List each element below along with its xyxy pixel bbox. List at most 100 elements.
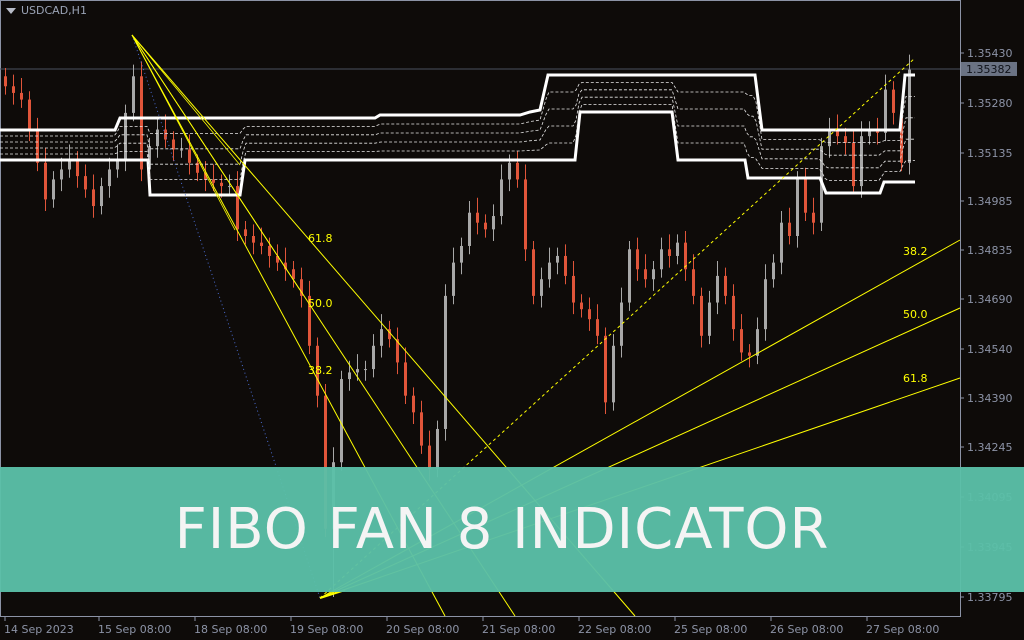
candle [908, 54, 911, 175]
y-axis-label: 1.35135 [967, 147, 1013, 160]
y-axis-label: 1.35280 [967, 97, 1013, 110]
candle [756, 317, 759, 365]
candle-body [828, 129, 831, 147]
candle-body [732, 295, 735, 330]
y-axis-label: 1.34985 [967, 195, 1013, 208]
candle-body [276, 255, 279, 263]
candle-body [268, 245, 271, 256]
candle [468, 201, 471, 255]
candle [564, 244, 567, 285]
candle-body [860, 136, 863, 187]
candle [492, 204, 495, 241]
candle-body [492, 216, 495, 230]
candle-body [556, 255, 559, 263]
candle-body [92, 189, 95, 207]
candle [156, 117, 159, 158]
candle [204, 161, 207, 192]
candle [44, 147, 47, 212]
candle [140, 61, 143, 182]
candle-body [612, 345, 615, 403]
candle [556, 247, 559, 275]
candle-body [892, 89, 895, 113]
candle-body [356, 369, 359, 373]
candle-body [788, 222, 791, 236]
candle-body [444, 295, 447, 429]
candle [772, 254, 775, 288]
candle-body [156, 129, 159, 147]
candle [852, 131, 855, 195]
candle [380, 314, 383, 358]
x-axis-label: 25 Sep 08:00 [674, 623, 747, 636]
candle [476, 197, 479, 235]
candle [460, 237, 463, 275]
candle [164, 114, 167, 148]
candle [452, 247, 455, 305]
candle-body [588, 309, 591, 320]
candle [828, 117, 831, 158]
candle-body [604, 335, 607, 403]
symbol-title[interactable]: USDCAD,H1 [6, 4, 87, 17]
dropdown-triangle-icon[interactable] [6, 7, 16, 14]
candle-body [540, 279, 543, 296]
candle [412, 387, 415, 424]
candle [292, 260, 295, 288]
candle-body [796, 179, 799, 236]
candle-body [228, 186, 231, 188]
candle [172, 131, 175, 162]
candle [660, 237, 663, 278]
candle [868, 121, 871, 145]
candle-body [436, 428, 439, 469]
x-axis-label: 22 Sep 08:00 [578, 623, 651, 636]
upper-band-line [0, 73, 915, 132]
candle [236, 171, 239, 241]
candle-body [452, 262, 455, 296]
candle-body [372, 345, 375, 370]
plot-frame [0, 0, 961, 617]
fibo-fan-line [131, 34, 301, 291]
candle-body [284, 262, 287, 270]
x-axis-label: 21 Sep 08:00 [482, 623, 555, 636]
candle-body [644, 269, 647, 280]
candle [388, 320, 391, 348]
candle-body [668, 249, 671, 256]
candle-body [396, 339, 399, 363]
candle-body [460, 245, 463, 263]
candle-body [324, 395, 327, 529]
candle-body [196, 162, 199, 173]
candle-body [180, 149, 183, 151]
candle [860, 121, 863, 198]
candle [420, 400, 423, 454]
candle [580, 294, 583, 318]
candle-body [844, 136, 847, 143]
candle [628, 240, 631, 311]
candle-body [412, 395, 415, 413]
candle [732, 284, 735, 341]
candle-body [212, 179, 215, 183]
candle [596, 304, 599, 345]
candle-body [204, 172, 207, 180]
candle-body [684, 242, 687, 270]
candle [76, 151, 79, 188]
candle-body [516, 162, 519, 180]
candle [444, 284, 447, 441]
candle-body [524, 179, 527, 250]
candle-body [868, 129, 871, 137]
candle-body [420, 412, 423, 446]
candle [636, 237, 639, 281]
candle [276, 244, 279, 271]
candle-body [20, 92, 23, 100]
candle [724, 267, 727, 305]
candle [780, 211, 783, 275]
candle-body [68, 159, 71, 170]
candle [308, 280, 311, 355]
candle-body [140, 76, 143, 170]
title-banner: FIBO FAN 8 INDICATOR [0, 467, 1024, 592]
candle [548, 247, 551, 288]
candle [796, 171, 799, 248]
candle [892, 81, 895, 125]
candle [524, 164, 527, 261]
candle [804, 167, 807, 222]
candle [372, 334, 375, 378]
